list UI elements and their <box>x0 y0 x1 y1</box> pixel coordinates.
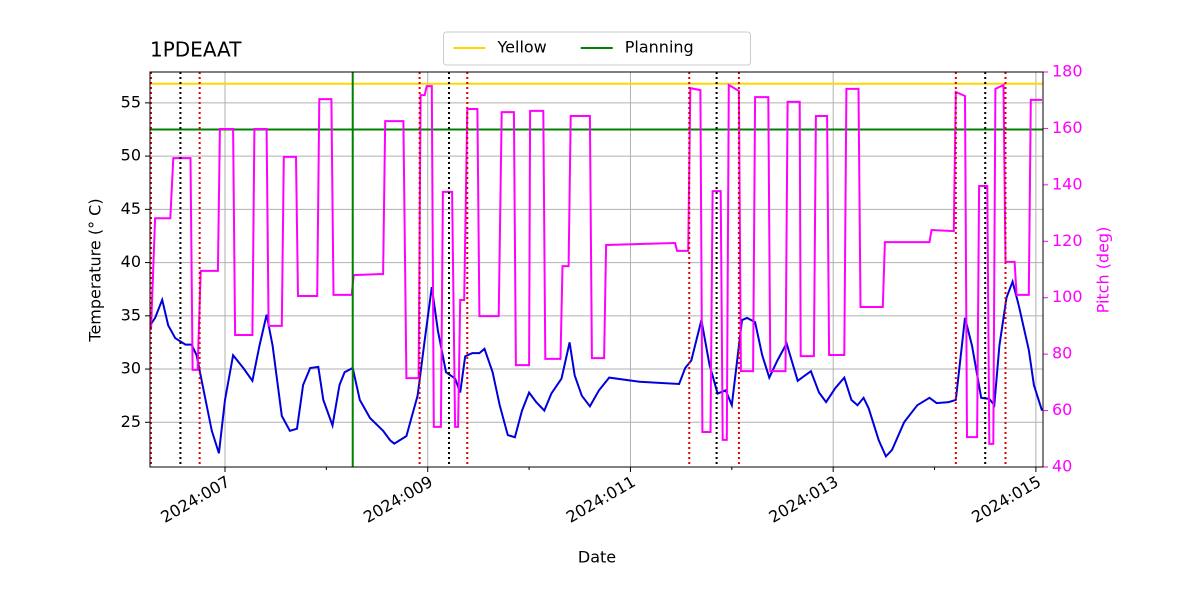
y2-tick-label: 60 <box>1052 400 1072 419</box>
y-tick-label: 55 <box>121 92 141 111</box>
x-tick-label: 2024:013 <box>766 472 842 527</box>
legend-label: Yellow <box>497 38 547 57</box>
y2-tick-label: 120 <box>1052 231 1083 250</box>
series-line <box>150 278 1043 459</box>
y2-tick-label: 140 <box>1052 174 1083 193</box>
legend-label: Planning <box>625 38 694 57</box>
x-tick-label: 2024:009 <box>360 472 436 527</box>
y-axis-label: Temperature (° C) <box>86 198 105 342</box>
x-axis-label: Date <box>578 548 616 567</box>
y2-tick-label: 160 <box>1052 118 1083 137</box>
x-tick-label: 2024:015 <box>968 472 1044 527</box>
y-tick-label: 45 <box>121 199 141 218</box>
y-tick-label: 40 <box>121 252 141 271</box>
y-tick-label: 25 <box>121 412 141 431</box>
y2-tick-label: 80 <box>1052 344 1072 363</box>
plot-frame <box>149 71 1044 468</box>
y2-axis-label: Pitch (deg) <box>1094 227 1113 314</box>
y2-tick-label: 40 <box>1052 457 1072 476</box>
y2-tick-label: 180 <box>1052 62 1083 81</box>
chart-title: 1PDEAAT <box>150 38 242 62</box>
y-tick-label: 50 <box>121 146 141 165</box>
x-tick-label: 2024:007 <box>157 472 233 527</box>
x-tick-label: 2024:011 <box>563 472 639 527</box>
series-line <box>150 83 1042 445</box>
y-tick-label: 30 <box>121 359 141 378</box>
y-tick-label: 35 <box>121 305 141 324</box>
y2-tick-label: 100 <box>1052 287 1083 306</box>
